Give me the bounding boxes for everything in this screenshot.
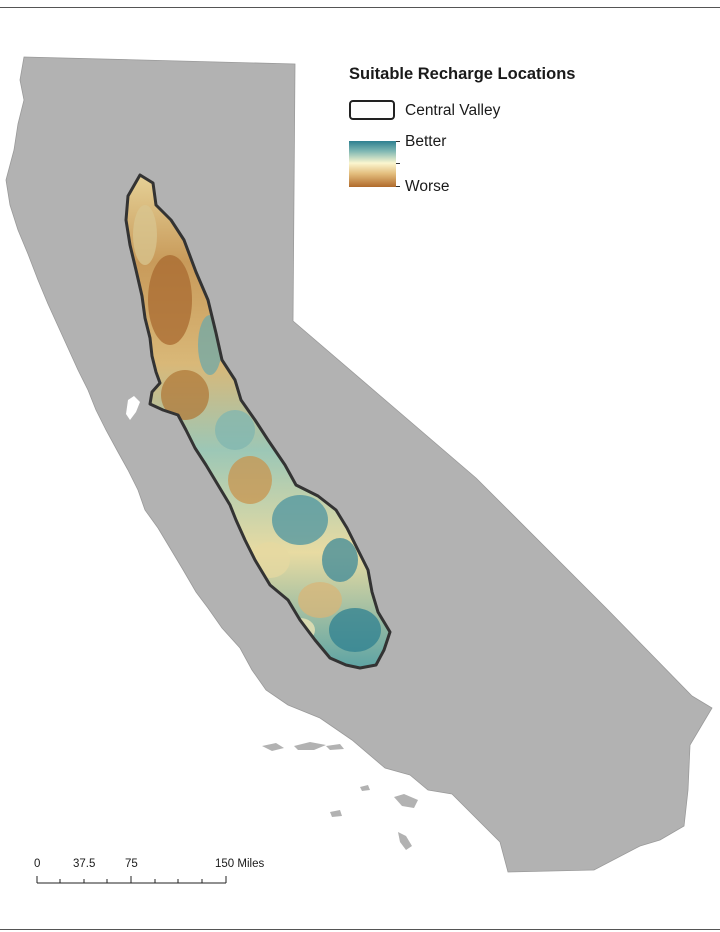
scale-label-75: 75: [125, 858, 138, 870]
channel-islands: [262, 742, 418, 850]
legend-title: Suitable Recharge Locations: [349, 65, 576, 83]
central-valley-legend-swatch: [349, 100, 395, 120]
map-frame: [0, 7, 720, 930]
legend-better-label: Better: [405, 133, 447, 150]
central-valley-outline: [124, 173, 392, 670]
suitability-color-ramp: [349, 141, 396, 187]
central-valley-legend-label: Central Valley: [405, 102, 501, 119]
ramp-tick-mid: [396, 163, 400, 164]
scale-label-0: 0: [34, 858, 41, 870]
ramp-tick-bottom: [396, 186, 400, 187]
scale-bar: [36, 876, 227, 884]
scale-label-37-5: 37.5: [73, 858, 96, 870]
scale-label-150-miles: 150 Miles: [215, 858, 265, 870]
bay-water: [126, 396, 140, 420]
ramp-tick-top: [396, 141, 400, 142]
legend-worse-label: Worse: [405, 178, 450, 195]
